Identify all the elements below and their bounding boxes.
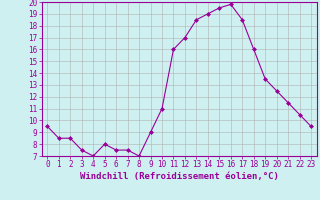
X-axis label: Windchill (Refroidissement éolien,°C): Windchill (Refroidissement éolien,°C)	[80, 172, 279, 181]
